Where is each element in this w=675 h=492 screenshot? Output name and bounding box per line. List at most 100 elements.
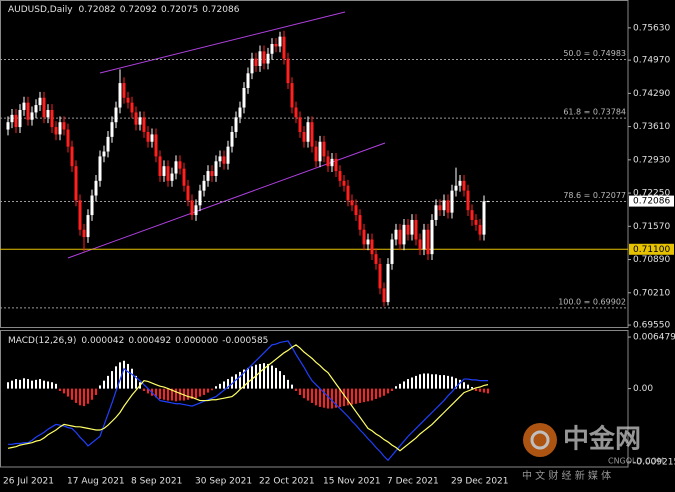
y-tick-label: 0.69550 <box>633 321 670 331</box>
candle-body <box>362 229 366 245</box>
histogram-bar <box>295 388 297 392</box>
candle-body <box>198 190 202 206</box>
candle-body <box>194 205 198 216</box>
histogram-bar <box>19 379 21 389</box>
candle-body <box>118 83 122 108</box>
histogram-bar <box>143 388 145 392</box>
candle-body <box>134 112 138 125</box>
y-tick-label: 0.72250 <box>633 189 670 199</box>
candle-body <box>70 146 74 167</box>
histogram-bar <box>355 388 357 404</box>
histogram-bar <box>303 388 305 399</box>
histogram-bar <box>223 381 225 389</box>
histogram-bar <box>27 379 29 389</box>
indicator-value: 0.000000 <box>175 336 218 346</box>
histogram-bar <box>31 380 33 389</box>
candle-body <box>102 151 106 157</box>
histogram-bar <box>459 379 461 389</box>
histogram-bar <box>391 388 393 392</box>
histogram-bar <box>239 371 241 389</box>
candle-body <box>10 114 14 123</box>
histogram-bar <box>399 383 401 389</box>
y-tick-label: 0.70890 <box>633 255 670 265</box>
histogram-bar <box>211 388 213 391</box>
candle-body <box>286 58 290 84</box>
candle-body <box>270 43 274 54</box>
y-tick-label: -0.009215 <box>633 457 675 467</box>
candle-body <box>86 215 90 238</box>
histogram-bar <box>379 388 381 398</box>
candle-body <box>414 219 418 240</box>
candle-body <box>442 200 446 211</box>
level-tag <box>629 243 674 255</box>
candle-body <box>334 158 338 172</box>
candle-body <box>342 180 346 186</box>
candle-body <box>182 168 186 186</box>
candle-body <box>382 288 386 303</box>
price-panel <box>0 0 629 328</box>
candle-body <box>250 58 254 74</box>
histogram-bar <box>171 388 173 401</box>
histogram-bar <box>439 375 441 389</box>
histogram-bar <box>487 388 489 394</box>
candle-body <box>350 200 354 206</box>
candle-body <box>142 117 146 132</box>
histogram-bar <box>359 388 361 403</box>
candle-body <box>266 53 270 64</box>
candle-body <box>222 156 226 164</box>
histogram-bar <box>455 378 457 389</box>
candle-body <box>106 136 110 152</box>
histogram-bar <box>15 379 17 389</box>
histogram-bar <box>427 373 429 389</box>
candle-body <box>122 83 126 98</box>
candle-body <box>6 122 10 130</box>
x-tick-label: 17 Aug 2021 <box>67 477 125 487</box>
candle-body <box>162 166 166 176</box>
candle-body <box>74 166 78 201</box>
histogram-bar <box>155 388 157 398</box>
histogram-bar <box>7 382 9 389</box>
candle-body <box>366 239 370 245</box>
candle-body <box>78 200 82 230</box>
candle-body <box>254 58 258 66</box>
candle-body <box>178 161 182 169</box>
histogram-bar <box>247 367 249 389</box>
quote-value: 0.72082 <box>79 5 116 15</box>
macd-panel <box>0 330 629 468</box>
histogram-bar <box>315 388 317 406</box>
candle-body <box>242 87 246 108</box>
candle-body <box>130 102 134 113</box>
candle-body <box>430 219 434 255</box>
logo <box>523 423 557 457</box>
histogram-bar <box>463 382 465 389</box>
candle-body <box>474 219 478 225</box>
histogram-bar <box>319 388 321 407</box>
y-tick-label: 0.72930 <box>633 155 670 165</box>
histogram-bar <box>111 371 113 389</box>
candle-body <box>354 205 358 216</box>
candle-body <box>246 73 250 88</box>
x-tick-label: 7 Dec 2021 <box>387 477 439 487</box>
fib-label: 100.0 = 0.69902 <box>558 297 626 306</box>
candle-body <box>274 43 278 47</box>
histogram-bar <box>443 375 445 389</box>
candle-body <box>14 114 18 128</box>
candle-body <box>98 156 102 181</box>
histogram-bar <box>47 381 49 389</box>
candle-body <box>314 146 318 162</box>
histogram-bar <box>371 388 373 401</box>
candle-body <box>46 109 50 118</box>
histogram-bar <box>275 367 277 389</box>
candle-body <box>58 122 62 135</box>
candle-body <box>50 109 54 128</box>
y-tick-label: 0.75630 <box>633 23 670 33</box>
histogram-bar <box>423 373 425 389</box>
histogram-bar <box>179 388 181 401</box>
candle-body <box>214 161 218 176</box>
candle-body <box>322 141 326 157</box>
candle-body <box>302 131 306 142</box>
candle-body <box>42 97 46 118</box>
histogram-bar <box>451 376 453 389</box>
